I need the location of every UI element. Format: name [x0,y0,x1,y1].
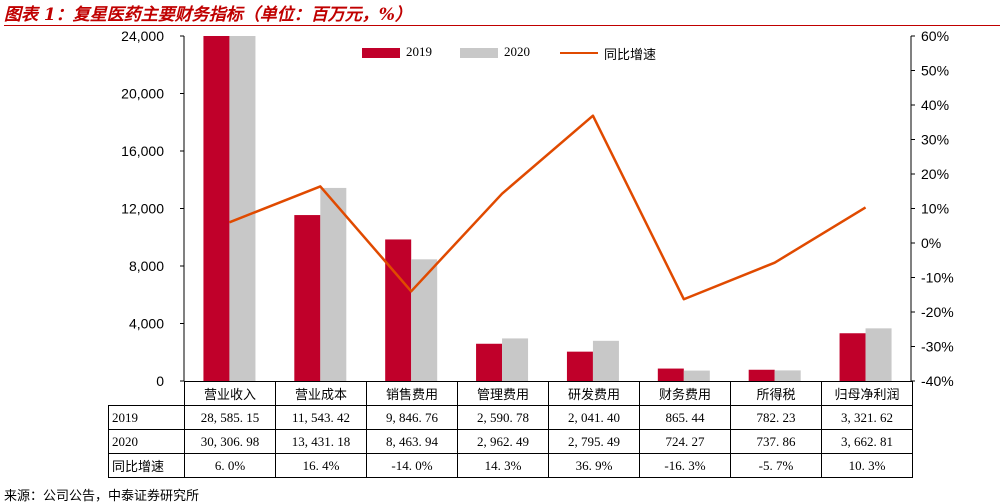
table-header-cell: 财务费用 [639,381,731,406]
legend-label-yoy: 同比增速 [604,47,657,62]
bar-2019 [748,369,775,381]
left-tick-label: 4,000 [129,316,164,332]
left-tick-label: 20,000 [121,86,164,102]
table-header-cell: 营业收入 [184,381,276,406]
left-tick-label: 12,000 [121,201,164,217]
table-cell: 16. 4% [275,453,367,478]
table-cell: -14. 0% [366,453,458,478]
table-cell: 9, 846. 76 [366,405,458,430]
table-row: 2019 28, 585. 15 11, 543. 42 9, 846. 76 … [108,405,913,430]
legend-swatch-2019 [362,48,400,58]
bar-2020 [865,328,892,381]
table-cell: -5. 7% [730,453,822,478]
bar-2020 [502,338,529,381]
table-row-label: 2020 [108,429,185,454]
bar-2019 [476,343,503,381]
table-cell: 2, 795. 49 [548,429,640,454]
left-tick-label: 0 [156,373,164,389]
table-corner [108,381,185,406]
bar-2020 [592,340,619,381]
table-cell: 30, 306. 98 [184,429,276,454]
title-underline [4,25,1000,26]
legend-label-2019: 2019 [406,44,432,59]
table-cell: -16. 3% [639,453,731,478]
table-row: 2020 30, 306. 98 13, 431. 18 8, 463. 94 … [108,429,913,454]
bar-2020 [683,370,710,381]
left-tick-label: 8,000 [129,258,164,274]
table-header-cell: 归母净利润 [821,381,913,406]
figure-title: 图表 1：复星医药主要财务指标（单位：百万元，%） [4,5,412,25]
table-cell: 13, 431. 18 [275,429,367,454]
table-cell: 2, 962. 49 [457,429,549,454]
bar-2020 [320,187,347,381]
right-tick-label: 60% [921,28,949,44]
bar-2020 [411,259,438,381]
table-row-label: 2019 [108,405,185,430]
table-cell: 865. 44 [639,405,731,430]
table-cell: 8, 463. 94 [366,429,458,454]
table-header-row: 营业收入 营业成本 销售费用 管理费用 研发费用 财务费用 所得税 归母净利润 [108,381,913,406]
table-header-cell: 所得税 [730,381,822,406]
table-row: 同比增速 6. 0% 16. 4% -14. 0% 14. 3% 36. 9% … [108,453,913,478]
right-tick-label: -10% [921,270,954,286]
right-tick-label: -30% [921,339,954,355]
table-row-label: 同比增速 [108,453,185,478]
table-cell: 2, 590. 78 [457,405,549,430]
source-note: 来源：公司公告，中泰证券研究所 [4,489,200,504]
table-cell: 3, 662. 81 [821,429,913,454]
bar-2019 [566,351,593,381]
legend-swatch-2020 [460,48,498,58]
right-tick-label: 10% [921,201,949,217]
right-tick-label: 20% [921,166,949,182]
bar-2020 [774,370,801,381]
yoy-line [228,114,867,301]
bar-2019 [657,368,684,381]
table-cell: 28, 585. 15 [184,405,276,430]
table-cell: 11, 543. 42 [275,405,367,430]
left-tick-label: 24,000 [121,28,164,44]
table-header-cell: 销售费用 [366,381,458,406]
table-header-cell: 研发费用 [548,381,640,406]
bar-2019 [839,333,866,381]
right-tick-label: -20% [921,304,954,320]
table-cell: 14. 3% [457,453,549,478]
bar-2020 [229,36,256,381]
bar-2019 [203,36,230,381]
data-table: 营业收入 营业成本 销售费用 管理费用 研发费用 财务费用 所得税 归母净利润 … [108,381,913,478]
table-cell: 10. 3% [821,453,913,478]
table-header-cell: 管理费用 [457,381,549,406]
right-tick-label: 40% [921,97,949,113]
table-cell: 724. 27 [639,429,731,454]
right-tick-label: 50% [921,63,949,79]
table-cell: 36. 9% [548,453,640,478]
right-tick-label: 30% [921,132,949,148]
legend-swatch-yoy [560,52,598,54]
table-cell: 3, 321. 62 [821,405,913,430]
left-tick-label: 16,000 [121,143,164,159]
right-tick-label: -40% [921,373,954,389]
table-cell: 2, 041. 40 [548,405,640,430]
bar-2019 [294,215,321,381]
table-cell: 782. 23 [730,405,822,430]
table-header-cell: 营业成本 [275,381,367,406]
table-cell: 6. 0% [184,453,276,478]
right-tick-label: 0% [921,235,941,251]
bar-2019 [385,239,412,381]
table-cell: 737. 86 [730,429,822,454]
legend-label-2020: 2020 [504,44,530,59]
